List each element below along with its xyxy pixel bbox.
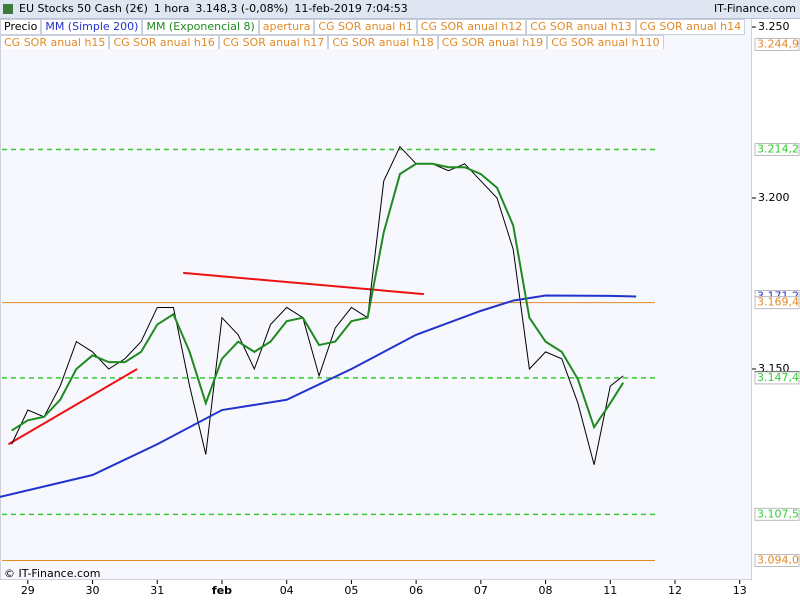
x-tick-label: 29 <box>21 584 35 597</box>
legend-entry: CG SOR anual h18 <box>328 35 438 49</box>
legend-entry: MM (Simple 200) <box>41 19 143 35</box>
level-tag <box>754 554 800 568</box>
legend-entry: CG SOR anual h15 <box>0 35 110 49</box>
x-tick-label: 04 <box>280 584 294 597</box>
legend-entry: apertura <box>258 19 315 35</box>
level-tag <box>754 507 800 521</box>
level-tag <box>754 371 800 385</box>
legend-entry: CG SOR anual h110 <box>547 35 664 49</box>
level-tag <box>754 296 800 310</box>
time-axis <box>0 580 752 600</box>
level-label: 3.214,2 <box>757 142 799 155</box>
level-tag <box>754 142 800 156</box>
legend-entry: CG SOR anual h13 <box>526 19 636 35</box>
series-line <box>11 162 625 432</box>
x-tick-label: 11 <box>603 584 617 597</box>
legend-entry: CG SOR anual h16 <box>109 35 219 49</box>
y-tick-label: 3.250 <box>758 20 790 33</box>
series-line <box>11 145 624 465</box>
header: EU Stocks 50 Cash (2€) 1 hora 3.148,3 (-0,… <box>0 0 800 19</box>
legend-entry: CG SOR anual h17 <box>218 35 329 49</box>
series-line <box>0 294 637 498</box>
x-tick-label: 05 <box>344 584 358 597</box>
x-tick-label: 30 <box>86 584 100 597</box>
x-tick-label: 12 <box>668 584 682 597</box>
trendline <box>7 368 138 446</box>
interval: 1 hora <box>153 2 190 15</box>
level-label: 3.169,4 <box>757 296 799 309</box>
legend-entry: CG SOR anual h12 <box>416 19 527 35</box>
x-tick-label: 31 <box>150 584 164 597</box>
x-tick-label: 13 <box>733 584 747 597</box>
legend-entry: MM (Exponencial 8) <box>142 19 259 35</box>
level-label: 3.107,5 <box>757 507 799 520</box>
legend-entry: CG SOR anual h19 <box>437 35 548 49</box>
datetime: 11-feb-2019 7:04:53 <box>294 2 408 15</box>
instrument: EU Stocks 50 Cash (2€) <box>19 2 148 15</box>
x-tick-label: 06 <box>409 584 423 597</box>
x-tick-label: 07 <box>474 584 488 597</box>
brand: IT-Finance.com <box>714 2 796 15</box>
legend-entry: Precio <box>0 19 42 35</box>
icon <box>3 4 13 14</box>
legend: Precio MM (Simple 200) MM (Exponencial 8) a… <box>0 19 752 49</box>
x-tick-label: feb <box>212 584 232 597</box>
level-tag <box>754 37 800 51</box>
level-label: 3.147,4 <box>757 371 799 384</box>
level-label: 3.094,0 <box>757 554 799 567</box>
legend-entry: CG SOR anual h14 <box>635 19 746 35</box>
copyright: © IT-Finance.com <box>4 567 101 580</box>
x-tick-label: 08 <box>539 584 553 597</box>
level-label: 3.244,9 <box>757 37 799 50</box>
legend-entry: CG SOR anual h1 <box>314 19 417 35</box>
trendline <box>183 271 424 296</box>
y-tick-label: 3.200 <box>758 191 790 204</box>
last-price: 3.148,3 (-0,08%) <box>195 2 289 15</box>
